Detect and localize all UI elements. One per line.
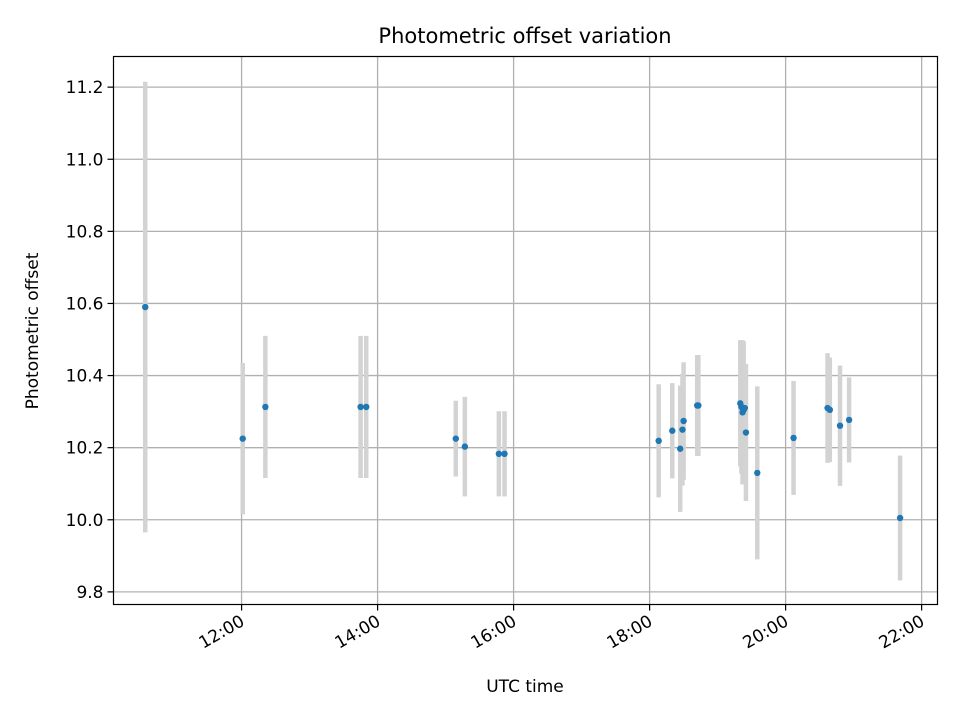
data-point [836, 422, 844, 429]
y-tick-label: 10.4 [66, 367, 104, 387]
data-point [741, 404, 749, 412]
data-point [790, 434, 797, 442]
y-axis-ticks: 9.8 10.0 10.2 10.4 10.6 10.8 11.0 11.2 [66, 78, 114, 603]
data-point [363, 403, 370, 411]
grid [113, 56, 938, 605]
y-tick-label: 11.0 [66, 150, 104, 170]
data-point [142, 303, 149, 311]
y-tick-label: 10.8 [66, 222, 104, 242]
data-point [695, 402, 702, 409]
data-point [677, 445, 684, 452]
y-tick-label: 10.6 [66, 294, 104, 314]
data-point [669, 427, 676, 434]
data-point [826, 406, 834, 414]
plot-frame [112, 55, 939, 606]
data-point [655, 437, 662, 445]
y-tick-label: 9.8 [76, 583, 103, 603]
data-point [754, 469, 761, 477]
data-point [679, 426, 686, 433]
data-point [845, 416, 853, 424]
y-axis-label: Photometric offset [23, 252, 43, 409]
y-tick-label: 11.2 [66, 78, 104, 98]
y-tick-label: 10.2 [66, 439, 104, 459]
data-point [742, 429, 750, 436]
y-tick-label: 10.0 [66, 511, 104, 531]
data-point [896, 514, 904, 522]
data-point [495, 450, 503, 457]
data-point [461, 443, 469, 450]
data-point [501, 450, 508, 457]
data-point [239, 435, 246, 442]
chart-title: Photometric offset variation [378, 24, 671, 48]
data-point [357, 403, 364, 411]
x-axis-label: UTC time [486, 677, 564, 697]
data-point [452, 435, 459, 442]
data-point [262, 403, 269, 411]
data-points [142, 303, 904, 522]
data-point [680, 417, 687, 425]
